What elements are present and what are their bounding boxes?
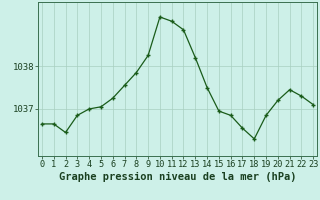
- X-axis label: Graphe pression niveau de la mer (hPa): Graphe pression niveau de la mer (hPa): [59, 172, 296, 182]
